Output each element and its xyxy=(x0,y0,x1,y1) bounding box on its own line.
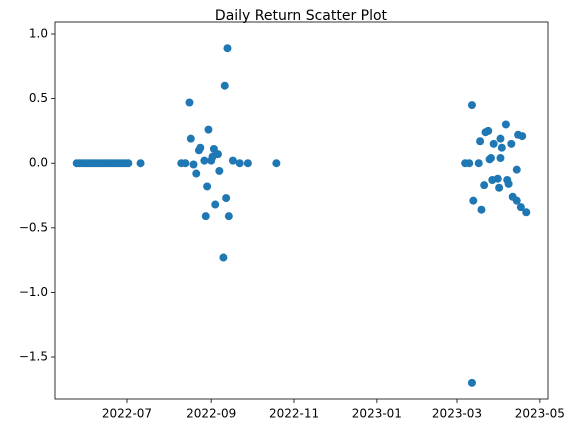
x-tick-label: 2023-01 xyxy=(352,407,402,421)
point xyxy=(467,378,476,387)
point xyxy=(474,159,483,168)
y-tick-label: −1.5 xyxy=(19,350,48,364)
point xyxy=(504,179,513,188)
y-tick-label: −1.0 xyxy=(19,285,48,299)
point xyxy=(185,98,194,107)
y-tick-label: −0.5 xyxy=(19,220,48,234)
point xyxy=(518,132,527,141)
point xyxy=(200,156,209,165)
point xyxy=(186,134,195,143)
point xyxy=(243,159,252,168)
x-tick-label: 2022-09 xyxy=(186,407,236,421)
point xyxy=(484,126,493,135)
point xyxy=(219,253,228,262)
point xyxy=(516,203,525,212)
point xyxy=(228,156,237,165)
point xyxy=(486,154,495,163)
point xyxy=(196,143,205,152)
point xyxy=(192,169,201,178)
point xyxy=(497,143,506,152)
point xyxy=(224,212,233,221)
point xyxy=(222,194,231,203)
point xyxy=(496,154,505,163)
y-tick-label: 0.0 xyxy=(29,156,48,170)
point xyxy=(493,174,502,183)
point xyxy=(223,44,232,53)
point xyxy=(480,181,489,190)
chart-title: Daily Return Scatter Plot xyxy=(215,8,388,24)
point xyxy=(489,139,498,148)
point xyxy=(512,165,521,174)
y-tick-label: 0.5 xyxy=(29,91,48,105)
point xyxy=(522,208,531,217)
point xyxy=(211,200,220,209)
point xyxy=(467,101,476,110)
y-tick-label: 1.0 xyxy=(29,27,48,41)
point xyxy=(507,139,516,148)
point xyxy=(272,159,281,168)
point xyxy=(201,212,210,221)
point xyxy=(181,159,190,168)
point xyxy=(203,182,212,191)
point xyxy=(501,120,510,129)
point xyxy=(235,159,244,168)
point xyxy=(220,81,229,90)
point xyxy=(215,166,224,175)
point xyxy=(496,134,505,143)
x-tick-label: 2022-11 xyxy=(269,407,319,421)
point xyxy=(476,137,485,146)
x-tick-label: 2023-03 xyxy=(432,407,482,421)
point xyxy=(213,150,222,159)
x-tick-label: 2022-07 xyxy=(102,407,152,421)
point xyxy=(136,159,145,168)
point xyxy=(465,159,474,168)
point xyxy=(124,159,133,168)
point xyxy=(469,196,478,205)
point xyxy=(512,196,521,205)
x-tick-label: 2023-05 xyxy=(515,407,565,421)
point xyxy=(189,160,198,169)
point xyxy=(477,205,486,214)
point xyxy=(495,183,504,192)
point xyxy=(204,125,213,134)
axes-frame xyxy=(54,21,549,400)
